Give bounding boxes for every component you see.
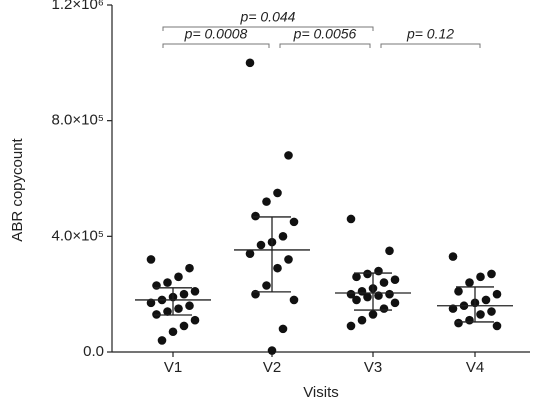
data-point <box>284 255 293 264</box>
data-point <box>448 252 458 261</box>
data-point <box>146 298 156 308</box>
p-value: p= 0.0056 <box>293 26 357 42</box>
data-point <box>487 307 496 316</box>
data-point <box>278 232 288 241</box>
data-point <box>363 292 372 302</box>
p-value: p= 0.0008 <box>184 26 248 42</box>
data-point <box>363 269 372 279</box>
data-point <box>267 346 277 355</box>
data-point <box>465 278 474 287</box>
p-value: p= 0.12 <box>406 26 454 42</box>
data-point <box>245 58 255 68</box>
data-point <box>289 295 299 305</box>
data-point <box>492 289 502 299</box>
y-tick-label: 8.0×10⁵ <box>51 112 104 129</box>
data-point <box>262 197 271 206</box>
data-point <box>385 246 394 256</box>
data-point <box>476 272 485 282</box>
y-tick-label: 4.0×10⁵ <box>51 227 104 244</box>
data-point <box>352 272 361 282</box>
data-point <box>157 336 167 345</box>
data-point <box>352 295 361 305</box>
data-point <box>262 281 271 290</box>
data-point <box>256 240 266 250</box>
y-tick-label: 1.2×10⁶ <box>52 0 104 13</box>
data-point <box>346 321 356 331</box>
x-axis-title: Visits <box>303 384 339 400</box>
data-point <box>346 289 356 299</box>
data-point <box>179 321 189 331</box>
significance-bracket <box>162 43 270 48</box>
data-point <box>174 272 183 282</box>
data-point <box>163 278 172 287</box>
data-point <box>146 255 156 264</box>
data-point <box>476 310 485 319</box>
x-tick-label: V3 <box>364 359 382 376</box>
data-point <box>190 286 200 296</box>
data-point <box>487 269 496 279</box>
data-point <box>152 281 161 290</box>
data-point <box>284 151 293 160</box>
data-point <box>454 286 463 296</box>
x-tick-label: V1 <box>164 359 182 376</box>
data-point <box>448 304 458 313</box>
x-tick-label: V4 <box>466 359 484 376</box>
data-point <box>273 188 282 198</box>
data-point <box>374 266 383 276</box>
p-value: p= 0.044 <box>240 9 296 25</box>
x-tick-label: V2 <box>263 359 281 376</box>
data-point <box>379 304 389 313</box>
significance-bracket <box>162 26 374 31</box>
significance-bracket <box>380 43 481 48</box>
data-point <box>465 315 474 325</box>
data-point <box>481 295 491 305</box>
data-point <box>289 217 299 227</box>
data-point <box>251 211 260 221</box>
data-point <box>179 289 189 299</box>
data-point <box>185 301 194 311</box>
data-point <box>357 315 367 325</box>
data-point <box>368 310 378 319</box>
data-point <box>379 278 389 287</box>
data-point <box>163 307 172 316</box>
data-point <box>273 263 282 273</box>
data-point <box>245 249 255 258</box>
data-point <box>190 315 200 325</box>
data-point <box>385 289 394 299</box>
data-point <box>185 263 194 273</box>
y-axis-title: ABR copycount <box>9 137 26 241</box>
data-point <box>168 327 178 337</box>
data-point <box>390 298 400 308</box>
data-point <box>278 324 288 334</box>
significance-bracket <box>279 43 371 48</box>
y-tick-label: 0.0 <box>83 343 104 360</box>
data-point <box>251 289 260 299</box>
data-point <box>454 318 463 328</box>
data-point <box>492 321 502 331</box>
data-point <box>346 214 356 224</box>
data-point <box>174 304 183 313</box>
data-point <box>390 275 400 285</box>
